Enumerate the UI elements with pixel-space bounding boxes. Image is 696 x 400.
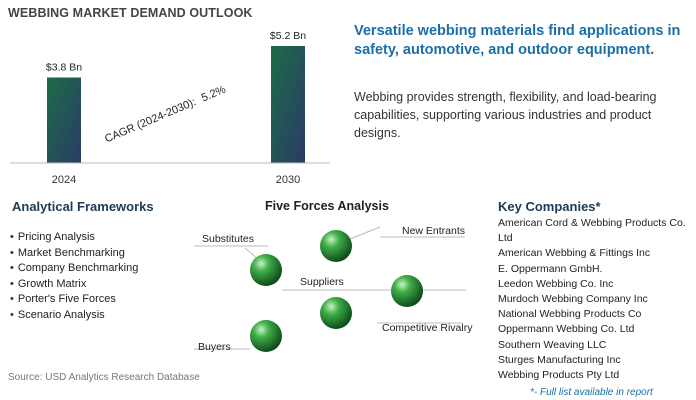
company-item: Webbing Products Pty Ltd	[498, 369, 620, 382]
company-item: Murdoch Webbing Company Inc	[498, 293, 648, 306]
framework-item: Growth Matrix	[10, 277, 138, 293]
new-entrants-sphere	[320, 230, 352, 262]
frameworks-title: Analytical Frameworks	[12, 199, 154, 214]
competitive-rivalry-label: Competitive Rivalry	[382, 322, 473, 334]
competitive-rivalry-sphere	[391, 275, 423, 307]
companies-list: American Cord & Webbing Products Co. Ltd…	[498, 216, 694, 383]
framework-item: Market Benchmarking	[10, 246, 138, 262]
buyers-label: Buyers	[198, 341, 231, 353]
buyers-sphere	[250, 320, 282, 352]
companies-note: *- Full list available in report	[530, 387, 653, 398]
bars-layer: $3.8 Bn 2024 $5.2 Bn 2030	[46, 30, 306, 186]
company-item: Sturges Manufacturing Inc	[498, 353, 621, 366]
company-item: Leedon Webbing Co. Inc	[498, 277, 614, 290]
x-tick-label: 2030	[276, 174, 300, 186]
chart-title: WEBBING MARKET DEMAND OUTLOOK	[8, 6, 253, 20]
bar-value-label: $5.2 Bn	[270, 30, 306, 42]
connector-line	[349, 226, 381, 240]
x-tick-label: 2024	[52, 174, 76, 186]
cagr-value: 5.2%	[200, 83, 228, 104]
framework-item: Pricing Analysis	[10, 230, 138, 246]
substitutes-sphere	[250, 254, 282, 286]
suppliers-label: Suppliers	[300, 276, 344, 288]
suppliers-sphere	[320, 297, 352, 329]
new-entrants-label: New Entrants	[402, 225, 465, 237]
description: Webbing provides strength, flexibility, …	[354, 90, 657, 140]
framework-item: Company Benchmarking	[10, 261, 138, 277]
bar-2024	[47, 77, 81, 163]
company-item: American Cord & Webbing Products Co. Ltd	[498, 217, 686, 245]
companies-title: Key Companies*	[498, 199, 601, 214]
five-forces-title: Five Forces Analysis	[265, 199, 389, 213]
framework-item: Scenario Analysis	[10, 308, 138, 324]
headline: Versatile webbing materials find applica…	[354, 23, 681, 58]
cagr-annotation: CAGR (2024-2030): 5.2%	[103, 83, 228, 145]
connector-line	[244, 247, 259, 260]
company-item: E. Oppermann GmbH.	[498, 262, 603, 275]
company-item: Southern Weaving LLC	[498, 338, 607, 351]
company-item: American Webbing & Fittings Inc	[498, 247, 651, 260]
framework-item: Porter's Five Forces	[10, 292, 138, 308]
substitutes-label: Substitutes	[202, 233, 254, 245]
five-forces-diagram: Substitutes New Entrants Suppliers Compe…	[194, 225, 473, 353]
bar-2030	[271, 46, 305, 163]
company-item: National Webbing Products Co	[498, 308, 642, 321]
source-text: Source: USD Analytics Research Database	[8, 372, 200, 383]
company-item: Oppermann Webbing Co. Ltd	[498, 323, 635, 336]
frameworks-list: Pricing Analysis Market Benchmarking Com…	[10, 230, 138, 324]
bar-value-label: $3.8 Bn	[46, 62, 82, 74]
cagr-label: CAGR (2024-2030):	[103, 96, 198, 145]
bar-chart: $3.8 Bn 2024 $5.2 Bn 2030 CAGR (2024-2030):…	[10, 30, 330, 186]
